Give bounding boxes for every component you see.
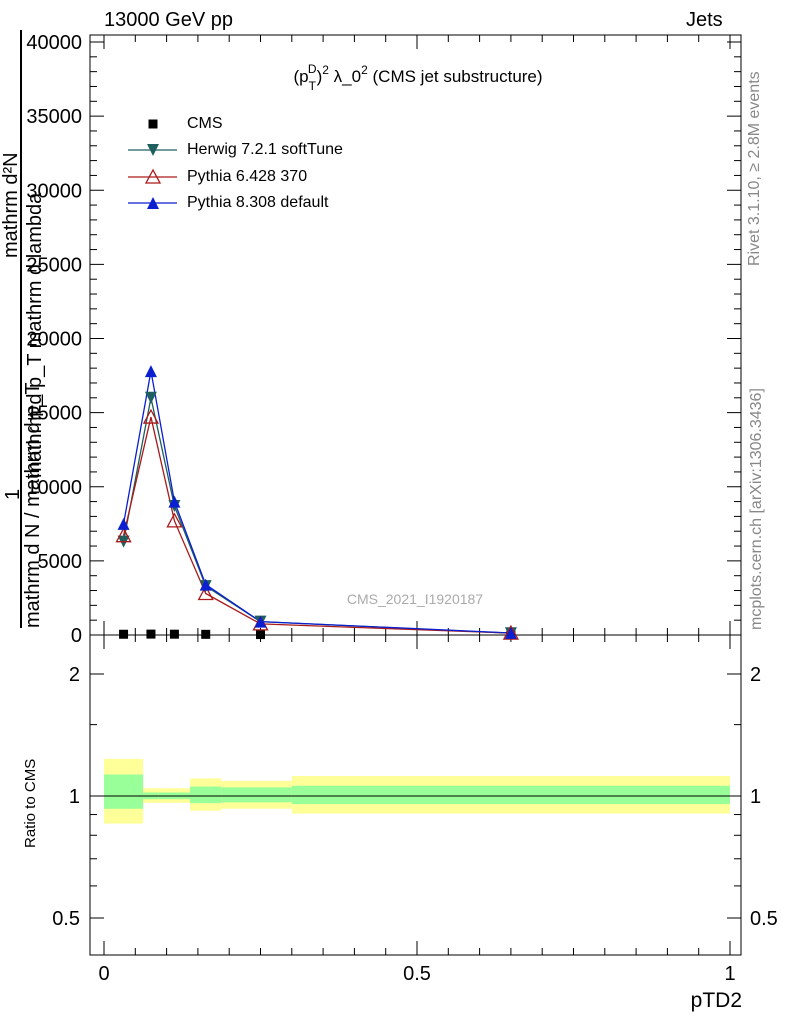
x-tick-label: 1 [724,963,735,985]
legend-pythia8: Pythia 8.308 default [187,194,329,211]
data-point [119,629,129,639]
ratio-band-inner [291,785,730,805]
rivet-version-label: Rivet 3.1.10, ≥ 2.8M events [746,71,763,266]
legend-marker [147,197,159,209]
ratio-tick-label-left: 2 [69,664,80,686]
y-tick-label: 10000 [26,477,82,499]
y-label-norm: mathrm d N / mathrm d p_T [22,382,44,628]
y-tick-label: 35000 [26,106,82,128]
x-tick-label: 0 [98,963,109,985]
ratio-y-tick-labels: 0.5 0.5 1 1 2 2 [52,664,778,930]
x-axis-label: pTD2 [691,989,742,1012]
data-point [169,629,179,639]
ratio-tick-label-right: 2 [750,664,761,686]
ratio-tick-label-right: 0.5 [750,908,778,930]
data-point [146,629,156,639]
legend-marker [144,168,162,184]
series-lines [122,370,511,634]
legend-markers [128,119,177,209]
x-tick-labels: 0 0.5 1 [98,963,735,985]
ratio-tick-label-right: 1 [750,786,761,808]
y-tick-label: 40000 [26,32,82,54]
data-point [256,630,265,640]
category-label: Jets [686,9,723,31]
ratio-band-inner [221,787,292,803]
ratio-tick-label-left: 1 [69,786,80,808]
data-point [115,527,132,543]
data-point [199,578,212,591]
legend-marker [147,144,159,156]
energy-label: 13000 GeV pp [104,9,233,31]
ratio-band-inner [104,774,144,809]
y-tick-label: 0 [71,625,82,647]
data-point [502,624,519,640]
legend-herwig: Herwig 7.2.1 softTune [187,141,343,158]
series-markers [115,365,519,640]
ratio-uncertainty-bands [104,758,730,824]
data-point [197,585,214,601]
data-point [168,495,181,508]
analysis-watermark: CMS_2021_I1920187 [347,591,483,607]
ratio-axis-ticks [90,673,741,919]
main-y-tick-labels: 0 5000 10000 15000 20000 25000 30000 35000 40000 [26,32,82,647]
data-point [142,408,160,424]
y-tick-label: 30000 [26,180,82,202]
ratio-y-label: Ratio to CMS [22,758,39,848]
y-tick-label: 25000 [26,254,82,276]
y-tick-label: 20000 [26,329,82,351]
legend-pythia6: Pythia 6.428 370 [187,168,308,185]
y-tick-label: 5000 [38,551,83,573]
legend-cms: CMS [187,115,223,132]
main-axis-ticks [90,41,741,636]
data-point [144,391,157,404]
series-line [122,416,511,634]
y-tick-label: 15000 [26,403,82,425]
series-line [122,370,511,634]
source-label: mcplots.cern.ch [arXiv:1306.3436] [748,388,765,630]
legend-marker [148,119,158,129]
data-point [166,512,183,528]
main-panel-title: (pTD)2 λ_02 (CMS jet substructure) [293,62,542,93]
data-point [144,365,157,378]
data-point [201,629,211,639]
x-tick-label: 0.5 [403,963,431,985]
ratio-frame [89,634,742,956]
ratio-tick-label-left: 0.5 [52,908,80,930]
y-label-fraction-bar [20,30,22,628]
data-point [504,626,517,639]
data-point [117,517,130,530]
data-point [254,615,267,628]
ratio-band-inner [190,786,222,804]
